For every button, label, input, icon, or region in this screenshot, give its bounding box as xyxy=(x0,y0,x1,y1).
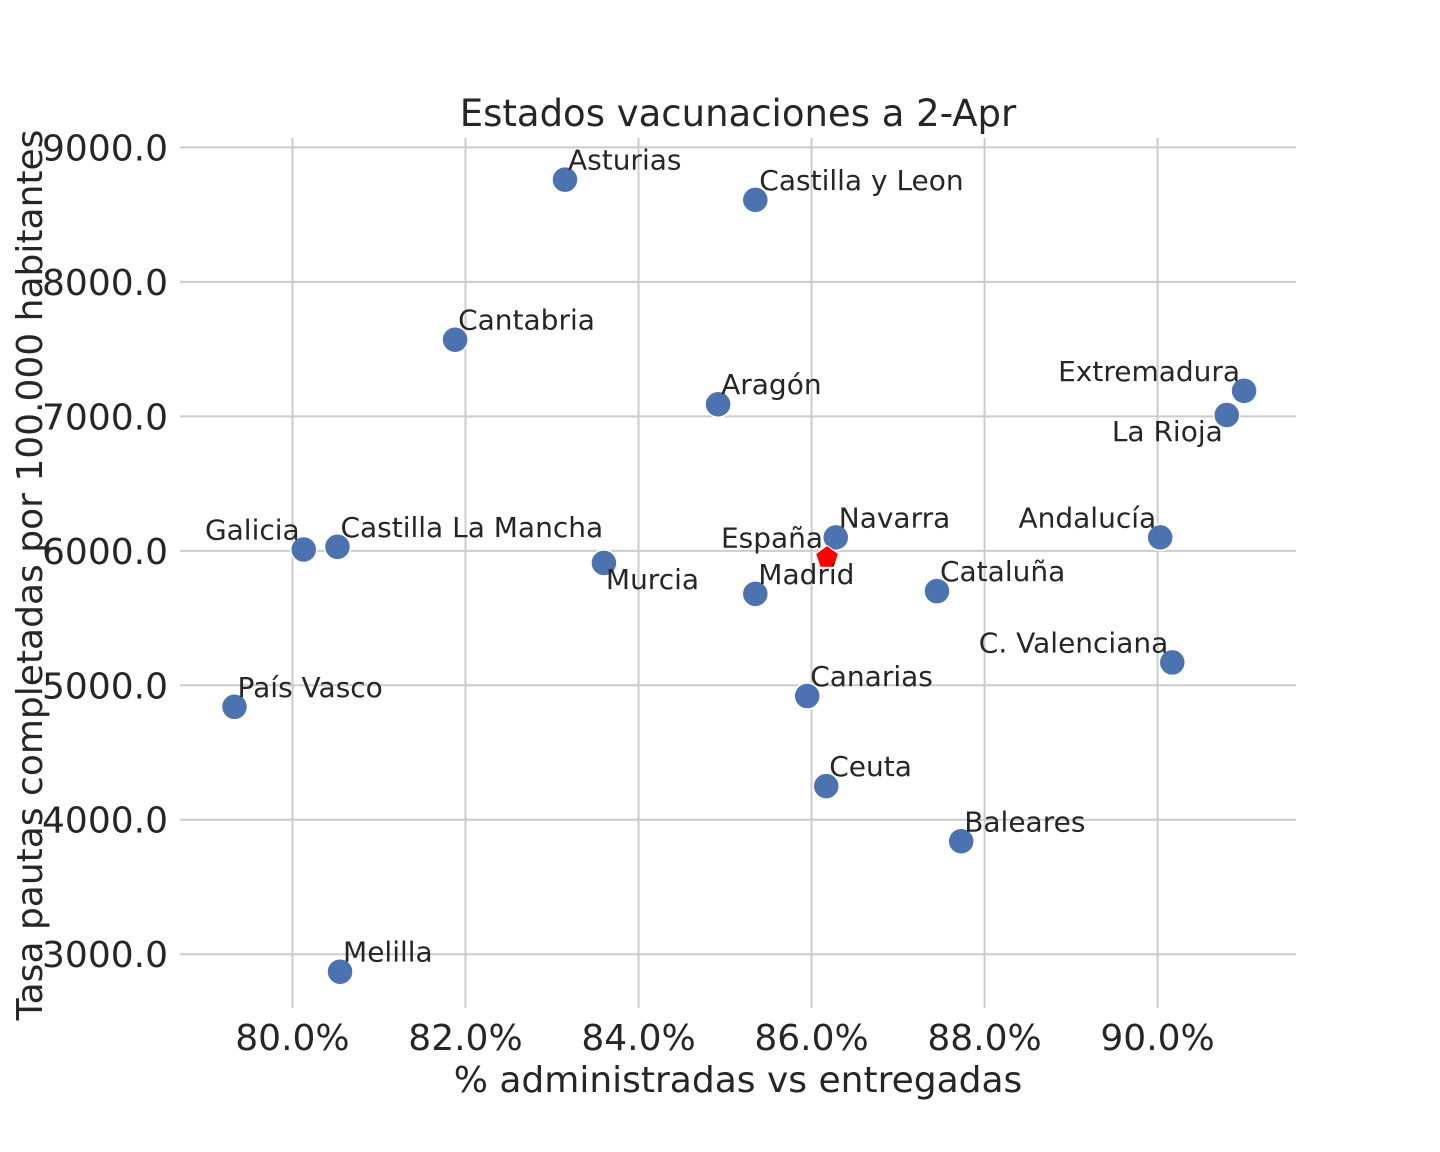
x-tick-label: 82.0% xyxy=(408,1018,522,1059)
point-andalucia xyxy=(1146,523,1174,552)
x-tick-label: 80.0% xyxy=(235,1018,349,1059)
label-andalucia: Andalucía xyxy=(1018,501,1156,534)
label-pais-vasco: País Vasco xyxy=(238,671,383,704)
point-castilla-y-leon xyxy=(741,186,770,214)
label-murcia: Murcia xyxy=(606,563,699,596)
label-melilla: Melilla xyxy=(343,936,433,969)
y-tick-label: 5000.0 xyxy=(42,666,168,707)
y-gridlines xyxy=(180,146,1296,956)
point-c-valenciana xyxy=(1158,648,1187,677)
point-madrid xyxy=(741,580,770,608)
x-tick-label: 84.0% xyxy=(581,1018,695,1059)
label-ceuta: Ceuta xyxy=(829,750,912,783)
point-extremadura xyxy=(1230,377,1258,405)
label-leader-lines xyxy=(234,175,1245,973)
label-espana: España xyxy=(721,522,823,555)
label-asturias: Asturias xyxy=(568,144,682,177)
label-galicia: Galicia xyxy=(205,513,300,546)
point-la-rioja xyxy=(1213,401,1241,429)
point-espana xyxy=(815,544,840,568)
label-extremadura: Extremadura xyxy=(1058,355,1240,388)
label-baleares: Baleares xyxy=(964,805,1085,838)
x-gridlines xyxy=(291,138,1159,1008)
y-tick-label: 7000.0 xyxy=(42,397,168,438)
y-tick-label: 4000.0 xyxy=(42,801,168,842)
point-canarias xyxy=(793,682,821,710)
point-labels: Asturias Castilla y Leon Cantabria Aragón Ex… xyxy=(205,144,1240,969)
x-tick-labels: 80.0% 82.0% 84.0% 86.0% 88.0% 90.0% xyxy=(235,1018,1214,1059)
x-tick-label: 88.0% xyxy=(927,1018,1041,1059)
point-navarra xyxy=(822,523,850,552)
point-pais-vasco xyxy=(220,693,249,721)
label-madrid: Madrid xyxy=(758,558,854,591)
label-castilla-la-mancha: Castilla La Mancha xyxy=(340,511,603,544)
chart-title: Estados vacunaciones a 2-Apr xyxy=(460,92,1017,135)
label-aragon: Aragón xyxy=(721,368,821,401)
y-tick-label: 3000.0 xyxy=(42,935,168,976)
label-navarra: Navarra xyxy=(839,501,951,534)
point-murcia xyxy=(590,549,618,577)
y-tick-label: 8000.0 xyxy=(42,263,168,304)
label-castilla-y-leon: Castilla y Leon xyxy=(759,164,963,197)
point-melilla xyxy=(326,957,354,986)
point-aragon xyxy=(704,390,732,418)
point-baleares xyxy=(947,827,975,856)
label-cataluna: Cataluña xyxy=(940,555,1065,588)
data-points xyxy=(220,165,1258,986)
y-tick-label: 9000.0 xyxy=(42,128,168,169)
x-tick-label: 86.0% xyxy=(754,1018,868,1059)
y-tick-label: 6000.0 xyxy=(42,532,168,573)
x-tick-label: 90.0% xyxy=(1100,1018,1214,1059)
y-axis-title: Tasa pautas completadas por 100.000 habi… xyxy=(10,130,51,1022)
label-c-valenciana: C. Valenciana xyxy=(979,626,1168,659)
point-galicia xyxy=(289,535,318,564)
label-la-rioja: La Rioja xyxy=(1112,415,1223,448)
point-castilla-la-mancha xyxy=(323,533,352,561)
x-axis-title: % administradas vs entregadas xyxy=(454,1060,1023,1101)
point-cataluna xyxy=(923,577,951,605)
label-canarias: Canarias xyxy=(810,660,933,693)
label-cantabria: Cantabria xyxy=(458,304,595,337)
point-cantabria xyxy=(441,325,469,354)
point-ceuta xyxy=(812,772,840,800)
y-tick-labels: 3000.0 4000.0 5000.0 6000.0 7000.0 8000.0 9000… xyxy=(42,128,168,976)
point-asturias xyxy=(551,165,579,194)
